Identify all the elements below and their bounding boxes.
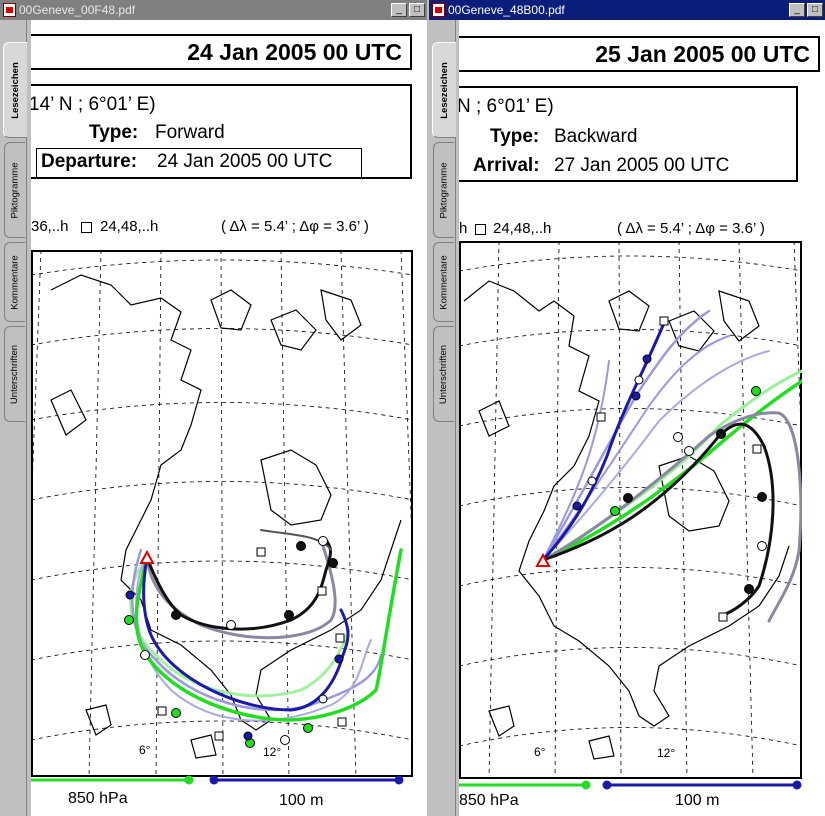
pdf-page-right[interactable]: 25 Jan 2005 00 UTC N ; 6°01’ E) Type: Ba… (459, 20, 825, 816)
date-box: 24 Jan 2005 00 UTC (31, 34, 412, 70)
height-scale-label: 100 m (279, 792, 324, 809)
window-title: 00Geneve_00F48.pdf (19, 3, 136, 17)
arrival-label: Arrival: (473, 155, 540, 176)
date-title: 25 Jan 2005 00 UTC (595, 40, 810, 67)
side-tab-strip: Lesezeichen Piktogramme Kommentare Unter… (0, 20, 27, 816)
tab-lesezeichen[interactable]: Lesezeichen (432, 42, 456, 138)
date-box: 25 Jan 2005 00 UTC (459, 36, 820, 72)
minimize-button[interactable]: _ (391, 3, 407, 17)
map-svg (459, 240, 815, 780)
tab-kommentare[interactable]: Kommentare (433, 242, 454, 322)
tab-piktogramme[interactable]: Piktogramme (4, 142, 25, 238)
trajectory-map[interactable]: 6° 12° (459, 240, 815, 780)
tab-unterschriften[interactable]: Unterschriften (433, 326, 454, 422)
grid-resolution: ( Δλ = 5.4’ ; Δφ = 3.6’ ) (617, 220, 765, 237)
trajectory-markers (535, 316, 767, 622)
grid-resolution: ( Δλ = 5.4’ ; Δφ = 3.6’ ) (221, 218, 369, 235)
type-value: Forward (155, 122, 225, 143)
titlebar-right[interactable]: 00Geneve_48B00.pdf _ □ (429, 0, 825, 20)
date-title: 24 Jan 2005 00 UTC (187, 38, 402, 65)
pressure-scale-label: 850 hPa (459, 792, 519, 809)
start-coordinates: N ; 6°01’ E) (459, 96, 554, 117)
departure-highlight-box (36, 148, 362, 178)
longitude-label-12: 12° (263, 745, 282, 759)
pdf-file-icon (432, 3, 445, 17)
arrival-value: 27 Jan 2005 00 UTC (554, 155, 730, 176)
coastlines (463, 280, 790, 760)
longitude-label-12: 12° (657, 746, 676, 760)
legend-square-hours: 24,48,..h (100, 218, 159, 235)
pressure-scale-label: 850 hPa (68, 790, 128, 807)
tab-piktogramme[interactable]: Piktogramme (433, 142, 454, 238)
start-coordinates: 14’ N ; 6°01’ E) (31, 94, 156, 115)
window-title: 00Geneve_48B00.pdf (448, 3, 565, 17)
color-scale-bars (459, 780, 802, 790)
type-label: Type: (89, 122, 139, 143)
departure-label: Departure: (41, 151, 138, 172)
maximize-button[interactable]: □ (409, 3, 425, 17)
pdf-page-left[interactable]: 24 Jan 2005 00 UTC 14’ N ; 6°01’ E) Type… (31, 20, 427, 816)
pdf-window-right[interactable]: 00Geneve_48B00.pdf _ □ Lesezeichen Pikto… (429, 0, 825, 816)
color-scale-bars (31, 775, 404, 785)
tab-unterschriften[interactable]: Unterschriften (4, 326, 25, 422)
type-value: Backward (554, 126, 638, 147)
pdf-window-left[interactable]: 00Geneve_00F48.pdf _ □ Lesezeichen Pikto… (0, 0, 427, 816)
trajectories (129, 529, 403, 722)
map-svg (31, 249, 422, 778)
titlebar-left[interactable]: 00Geneve_00F48.pdf _ □ (0, 0, 427, 20)
longitude-label-6: 6° (139, 743, 151, 757)
minimize-button[interactable]: _ (789, 3, 805, 17)
legend-hours-cut: h (459, 220, 468, 237)
legend-circle-hours: 36,..h (31, 218, 69, 235)
trajectory-map[interactable]: 6° 12° (31, 249, 422, 778)
departure-value: 24 Jan 2005 00 UTC (157, 151, 333, 172)
square-marker-icon (81, 222, 92, 233)
tab-kommentare[interactable]: Kommentare (4, 242, 25, 322)
side-tab-strip: Lesezeichen Piktogramme Kommentare Unter… (429, 20, 456, 816)
legend-square-hours: 24,48,..h (493, 220, 552, 237)
trajectory-markers (124, 536, 347, 748)
type-label: Type: (490, 126, 540, 147)
coastlines (50, 274, 402, 759)
tab-lesezeichen[interactable]: Lesezeichen (3, 42, 27, 138)
height-scale-label: 100 m (675, 792, 720, 809)
info-box: 14’ N ; 6°01’ E) Type: Forward Departure… (31, 84, 412, 179)
longitude-label-6: 6° (534, 745, 546, 759)
square-marker-icon (475, 224, 486, 235)
info-box: N ; 6°01’ E) Type: Backward Arrival: 27 … (459, 86, 798, 182)
maximize-button[interactable]: □ (807, 3, 823, 17)
pdf-file-icon (3, 3, 16, 17)
